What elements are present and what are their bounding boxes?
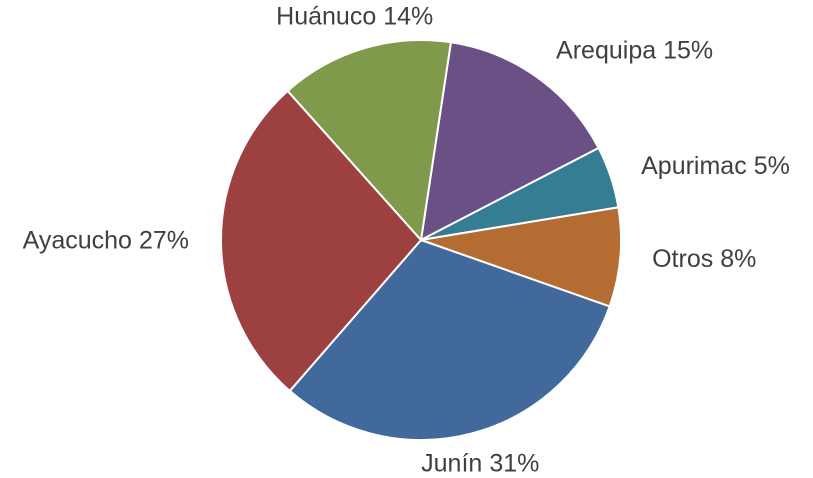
value-label: 31% xyxy=(489,449,539,477)
slice-label: Huánuco 14% xyxy=(276,2,433,30)
pie-slice xyxy=(286,39,453,243)
pie-slice xyxy=(420,206,622,308)
value-label: 8% xyxy=(720,245,756,273)
pie-slice xyxy=(288,238,611,441)
category-name: Junín xyxy=(421,449,482,477)
pie-slice xyxy=(419,41,600,242)
pie-slice xyxy=(220,89,423,393)
value-label: 5% xyxy=(754,151,790,179)
category-name: Ayacucho xyxy=(23,226,132,254)
slice-label: Ayacucho 27% xyxy=(23,226,189,254)
value-label: 15% xyxy=(663,36,713,64)
value-label: 14% xyxy=(383,2,433,30)
slice-label: Apurimac 5% xyxy=(641,151,790,179)
value-label: 27% xyxy=(139,226,189,254)
category-name: Arequipa xyxy=(556,36,656,64)
category-name: Huánuco xyxy=(276,2,376,30)
slice-label: Arequipa 15% xyxy=(556,36,713,64)
slice-label: Junín 31% xyxy=(421,449,539,477)
category-name: Otros xyxy=(652,245,713,273)
category-name: Apurimac xyxy=(641,151,747,179)
slice-label: Otros 8% xyxy=(652,245,756,273)
